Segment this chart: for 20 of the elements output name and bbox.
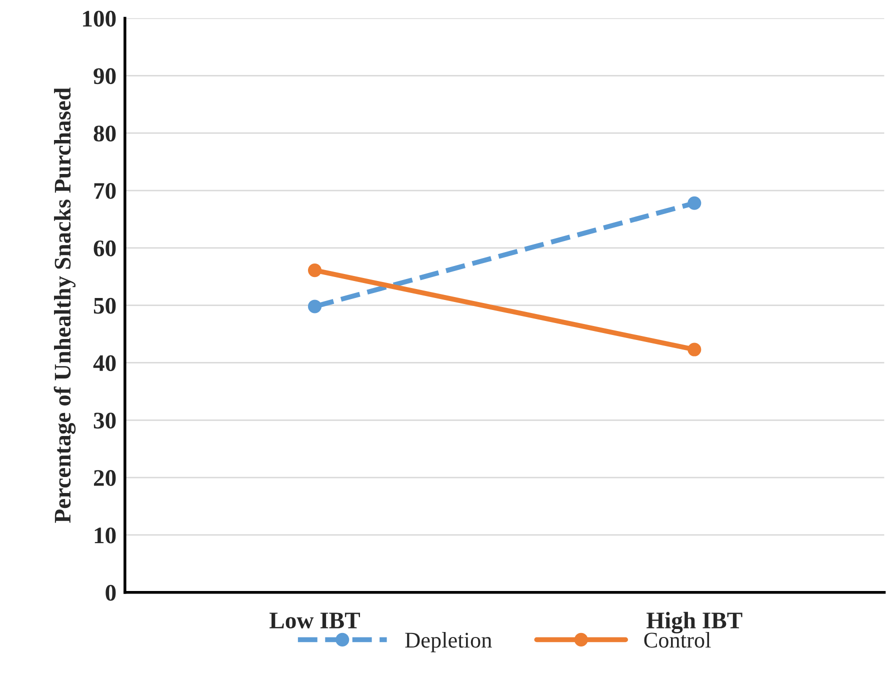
x-tick-label: Low IBT (270, 612, 360, 628)
legend-label: Control (644, 632, 711, 648)
y-tick-label: 30 (94, 412, 116, 429)
y-tick-label: 60 (94, 240, 116, 256)
x-tick-label: High IBT (646, 612, 742, 634)
y-tick-label: 90 (94, 68, 116, 84)
y-tick-label: 50 (94, 298, 116, 314)
y-tick-label: 20 (94, 470, 116, 486)
y-tick-label: 40 (93, 355, 116, 372)
y-tick-label: 80 (94, 126, 116, 142)
y-tick-label: 100 (83, 10, 116, 27)
y-axis-title: Percentage of Unhealthy Snacks Purchased (54, 88, 76, 523)
point (688, 196, 702, 210)
y-tick-label: 70 (94, 183, 116, 199)
y-tick-label: 0 (106, 584, 116, 601)
y-tick-label: 10 (94, 527, 116, 544)
point (308, 300, 322, 314)
legend-label: Depletion (405, 632, 492, 652)
point (688, 342, 702, 356)
point (308, 264, 322, 278)
